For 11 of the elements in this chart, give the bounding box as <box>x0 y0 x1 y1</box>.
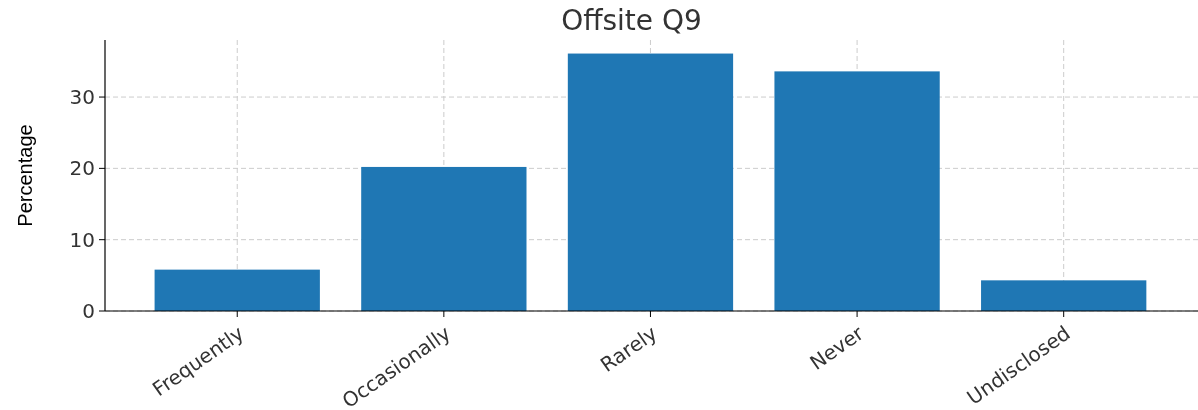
bar <box>361 166 527 311</box>
y-tick-label: 10 <box>69 227 95 252</box>
bar <box>774 71 940 311</box>
y-tick-label: 30 <box>69 85 95 110</box>
bar <box>567 53 734 311</box>
y-tick-label: 0 <box>82 299 95 323</box>
y-axis-title: Percentage <box>14 124 36 227</box>
chart-title: Offsite Q9 <box>561 4 702 37</box>
bar <box>981 280 1147 311</box>
bar <box>154 269 320 311</box>
y-tick-label: 20 <box>69 156 95 181</box>
